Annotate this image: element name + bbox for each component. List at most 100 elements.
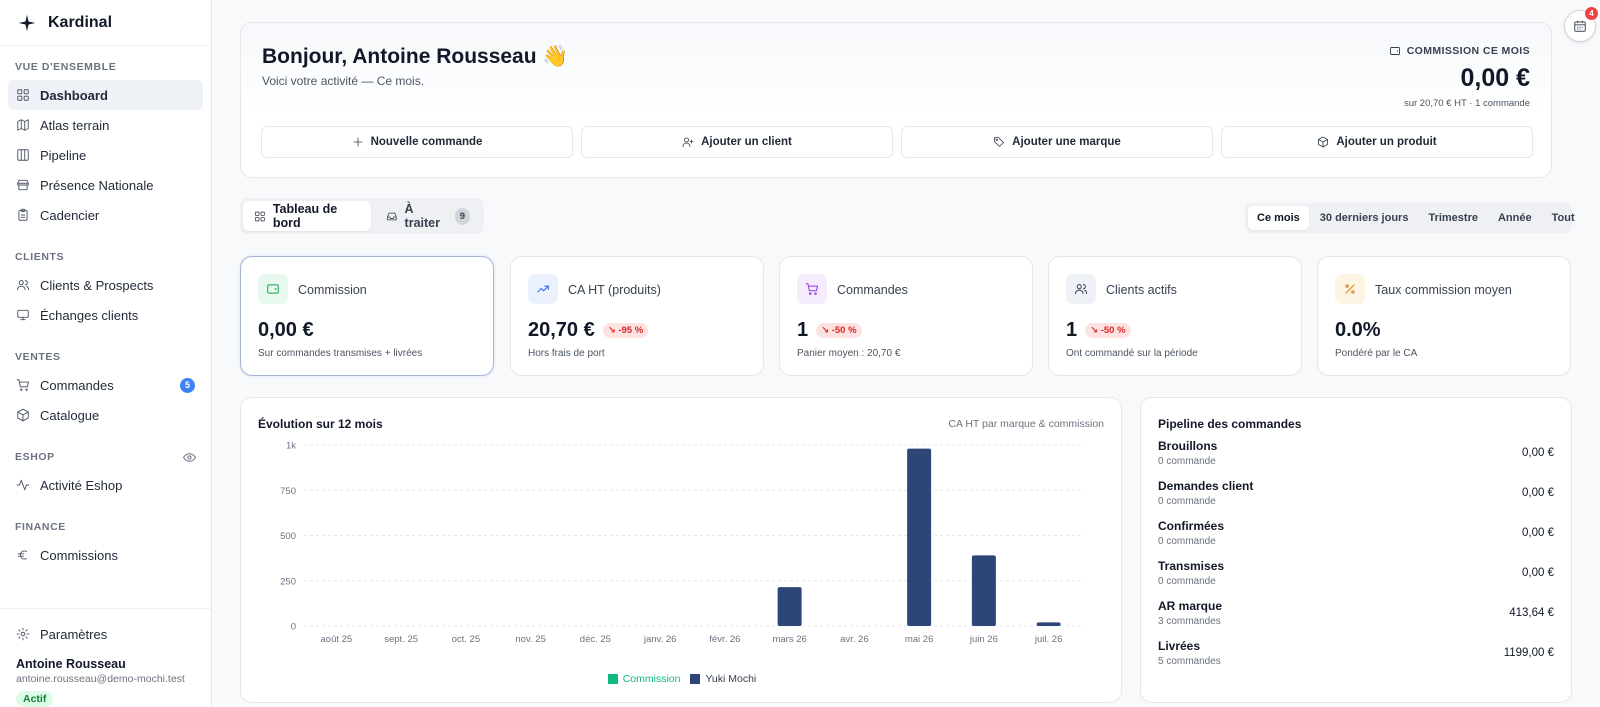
chart-title: Évolution sur 12 mois [258,417,383,431]
sidebar-item-label: Dashboard [40,87,108,103]
x-tick-label: nov. 25 [515,634,545,645]
pipeline-row-ar-marque[interactable]: AR marque 3 commandes 413,64 € [1158,599,1554,627]
pipeline-row-demandes-client[interactable]: Demandes client 0 commande 0,00 € [1158,479,1554,507]
nav-section-title: FINANCE [15,521,66,533]
pipeline-row-livrees[interactable]: Livrées 5 commandes 1199,00 € [1158,639,1554,667]
clipboard-icon [18,208,28,221]
new-order-button[interactable]: Nouvelle commande [261,126,573,158]
sidebar-item-label: Pipeline [40,147,87,163]
sidebar-item-commissions[interactable]: Commissions [8,540,203,570]
kpi-label: Commission [298,283,367,297]
kpi-label: CA HT (produits) [568,283,661,297]
sidebar-item-echanges-clients[interactable]: Échanges clients [8,300,203,330]
commandes-count-badge: 5 [180,377,195,393]
delta-badge: ↘ -95 % [602,323,649,338]
tab-a-traiter[interactable]: À traiter 9 [375,201,481,231]
pipeline-row-brouillons[interactable]: Brouillons 0 commande 0,00 € [1158,439,1554,467]
kpi-value: 0.0% [1335,319,1381,341]
cart-icon [16,379,30,391]
pipeline-row-transmises[interactable]: Transmises 0 commande 0,00 € [1158,559,1554,587]
dashboard-icon [255,211,265,221]
sidebar-item-pipeline[interactable]: Pipeline [8,140,203,170]
legend-swatch [690,674,701,684]
kpi-value: 0,00 € [258,319,314,341]
trend-up-icon [528,274,558,304]
sidebar-item-commandes[interactable]: Commandes 5 [8,370,203,400]
user-name: Antoine Rousseau [16,657,126,671]
x-tick-label: juil. 26 [1034,634,1062,645]
activity-icon [16,479,30,491]
kpi-card-clients-actifs[interactable]: Clients actifs 1 ↘ -50 % Ont commandé sur… [1048,256,1302,376]
brand[interactable]: Kardinal [0,0,211,46]
bar-yuki-mochi[interactable] [971,555,996,626]
bar-chart: 0 250 500 750 1k août 25 sept. 25 oct. 25 nov. 2… [280,441,1081,645]
sidebar-item-presence-nationale[interactable]: Présence Nationale [8,170,203,200]
sidebar-item-label: Commandes [40,377,114,393]
period-annee[interactable]: Année [1497,212,1532,224]
bar-yuki-mochi[interactable] [1036,622,1061,626]
kpi-card-commandes[interactable]: Commandes 1 ↘ -50 % Panier moyen : 20,70 … [779,256,1033,376]
status-badge: Actif [16,691,54,707]
pipeline-row-confirmees[interactable]: Confirmées 0 commande 0,00 € [1158,519,1554,547]
sidebar-item-dashboard[interactable]: Dashboard [8,80,203,110]
kpi-label: Commandes [837,283,908,297]
kpi-card-commission[interactable]: Commission 0,00 € Sur commandes transmis… [240,256,494,376]
y-tick-label: 500 [280,531,296,542]
sidebar-item-activite-eshop[interactable]: Activité Eshop [8,470,203,500]
sidebar-item-cadencier[interactable]: Cadencier [8,200,203,230]
nav-section-title: ESHOP [15,451,55,463]
tab-tableau-de-bord[interactable]: Tableau de bord [243,201,371,231]
view-tabs: Tableau de bord À traiter 9 [240,198,484,234]
kpi-label: Clients actifs [1106,283,1177,297]
add-product-button[interactable]: Ajouter un produit [1221,126,1533,158]
kpi-value: 20,70 € ↘ -95 % [528,319,649,342]
page-title: Bonjour, Antoine Rousseau 👋 [262,45,569,68]
period-30-jours[interactable]: 30 derniers jours [1319,212,1409,224]
x-tick-label: sept. 25 [384,634,418,645]
legend-swatch [607,674,618,684]
evolution-chart-card: Évolution sur 12 mois CA HT par marque &… [240,397,1122,703]
sidebar-item-label: Catalogue [40,407,100,423]
x-tick-label: déc. 25 [580,634,611,645]
x-tick-label: oct. 25 [452,634,481,645]
period-tout[interactable]: Tout [1551,212,1575,224]
commission-month-note: sur 20,70 € HT · 1 commande [1403,98,1530,109]
box-icon [1318,136,1329,148]
sidebar-item-catalogue[interactable]: Catalogue [8,400,203,430]
wallet-icon [258,274,288,304]
bar-yuki-mochi[interactable] [777,587,802,626]
nav-section-eshop: ESHOP [0,444,211,470]
sidebar-item-label: Paramètres [40,626,108,642]
gear-icon [16,627,30,641]
x-tick-label: juin 26 [969,634,998,645]
sidebar: Kardinal VUE D'ENSEMBLE Dashboard Atlas … [0,0,212,707]
chart-legend: Commission Yuki Mochi [241,673,1123,685]
nav-section-title: VENTES [15,351,61,363]
sidebar-item-atlas-terrain[interactable]: Atlas terrain [8,110,203,140]
kpi-subtext: Sur commandes transmises + livrées [258,348,423,359]
kpi-card-taux-commission[interactable]: Taux commission moyen 0.0% Pondéré par l… [1317,256,1571,376]
sidebar-item-label: Présence Nationale [40,177,154,193]
sidebar-item-clients-prospects[interactable]: Clients & Prospects [8,270,203,300]
period-trimestre[interactable]: Trimestre [1428,212,1478,224]
add-brand-button[interactable]: Ajouter une marque [901,126,1213,158]
y-tick-label: 250 [280,576,296,587]
y-tick-label: 750 [280,486,296,497]
sidebar-item-parametres[interactable]: Paramètres [8,619,203,649]
calendar-button[interactable]: 4 [1564,7,1598,42]
bar-yuki-mochi[interactable] [907,448,932,626]
eye-icon[interactable] [183,451,196,464]
period-ce-mois[interactable]: Ce mois [1248,206,1309,230]
nav-section-title: CLIENTS [15,251,65,263]
euro-icon [17,550,27,560]
kpi-card-ca-ht[interactable]: CA HT (produits) 20,70 € ↘ -95 % Hors fra… [510,256,764,376]
legend-item-commission[interactable]: Commission [607,673,680,685]
package-icon [17,408,29,422]
kpi-value: 1 ↘ -50 % [797,319,862,342]
delta-badge: ↘ -50 % [1085,323,1131,338]
monitor-icon [17,309,29,321]
legend-item-yuki-mochi[interactable]: Yuki Mochi [690,673,756,685]
kpi-subtext: Pondéré par le CA [1335,348,1418,359]
x-tick-label: mai 26 [905,634,934,645]
add-client-button[interactable]: Ajouter un client [581,126,893,158]
